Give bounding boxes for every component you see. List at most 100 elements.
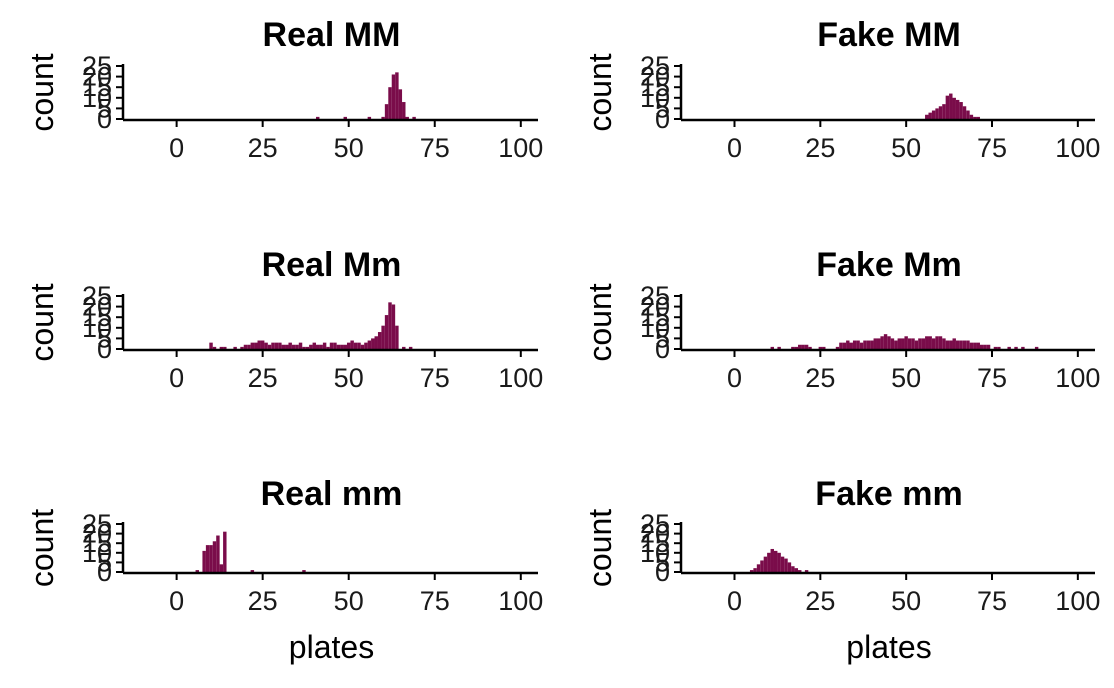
histogram-bar <box>333 342 337 349</box>
histogram-bar <box>801 344 805 349</box>
histogram-bar <box>756 564 761 572</box>
histogram-bar <box>835 346 840 349</box>
histogram-bar <box>928 336 932 349</box>
histogram-bar <box>364 342 368 349</box>
y-tick-label: 10 <box>82 538 112 568</box>
histogram-bar <box>202 550 206 572</box>
histogram-bar <box>876 338 881 349</box>
histogram-bar <box>818 346 823 349</box>
histogram-bar <box>336 344 341 349</box>
histogram-bar <box>969 114 974 119</box>
histogram-bar <box>804 344 809 349</box>
histogram-bar <box>935 108 939 119</box>
histogram-bar <box>993 346 998 349</box>
histogram-bar <box>767 552 771 572</box>
y-axis-label: count <box>24 283 60 361</box>
histogram-bar <box>962 106 967 119</box>
histogram-bar <box>412 116 416 119</box>
x-tick-label: 100 <box>1055 133 1100 163</box>
y-tick-label: 0 <box>97 334 112 364</box>
histogram-bar <box>312 342 317 349</box>
panel-title: Fake mm <box>815 475 962 513</box>
histogram-bar <box>377 332 382 349</box>
y-tick-label: 20 <box>82 519 112 549</box>
x-tick-label: 75 <box>420 363 450 393</box>
histogram-bar <box>326 346 330 349</box>
histogram-bar <box>870 340 874 349</box>
histogram-bar <box>925 336 929 349</box>
histogram-bar <box>949 340 953 349</box>
y-tick-label: 25 <box>640 51 670 81</box>
histogram-bar <box>935 336 939 349</box>
histogram-bar <box>798 344 802 349</box>
x-tick-label: 0 <box>727 133 742 163</box>
histogram-bar <box>925 114 929 119</box>
x-tick-label: 50 <box>891 133 921 163</box>
histogram-bar <box>938 336 943 349</box>
histogram-bar <box>976 116 980 119</box>
histogram-bar <box>907 338 912 349</box>
histogram-bar <box>901 338 905 349</box>
y-tick-label: 10 <box>640 313 670 343</box>
histogram-bar <box>384 315 389 349</box>
histogram-bar <box>931 110 936 119</box>
histogram-bar <box>243 344 248 349</box>
histogram-bar <box>986 344 991 349</box>
x-tick-label: 0 <box>727 586 742 616</box>
histogram-bar <box>395 325 399 349</box>
panel-title: Fake MM <box>817 16 961 54</box>
x-tick-label: 100 <box>498 133 543 163</box>
histogram-bar <box>969 342 974 349</box>
histogram-bar <box>928 112 932 119</box>
histogram-bar <box>305 346 310 349</box>
histogram-bar <box>381 325 385 349</box>
histogram-bar <box>319 344 323 349</box>
histogram-bar <box>959 340 963 349</box>
histogram-bar <box>962 340 967 349</box>
histogram-bar <box>852 340 857 349</box>
histogram-bar <box>388 87 392 119</box>
x-tick-label: 50 <box>334 586 364 616</box>
y-tick-label: 5 <box>655 93 670 123</box>
histogram-bar <box>219 564 224 572</box>
histogram-bar <box>281 344 286 349</box>
histogram-bar <box>260 340 265 349</box>
histogram-bar <box>1014 346 1018 349</box>
histogram-bar <box>976 342 980 349</box>
histogram-bar <box>285 344 289 349</box>
histogram-bar <box>873 338 877 349</box>
histogram-bar <box>309 344 313 349</box>
histogram-bar <box>1034 346 1039 349</box>
histogram-bar <box>770 346 774 349</box>
y-tick-label: 20 <box>82 62 112 92</box>
y-tick-label: 0 <box>655 334 670 364</box>
histogram-bar <box>219 346 224 349</box>
histogram-bar <box>942 104 946 119</box>
histogram-bar <box>405 116 409 119</box>
histogram-bar <box>343 116 347 119</box>
y-tick-label: 20 <box>640 62 670 92</box>
y-tick-label: 5 <box>97 323 112 353</box>
histogram-bar <box>278 342 282 349</box>
histogram-bar <box>398 89 403 119</box>
y-tick-label: 25 <box>82 51 112 81</box>
histogram-bar <box>897 338 902 349</box>
histogram-bar <box>384 104 389 119</box>
histogram-bar <box>295 344 299 349</box>
histogram-bar <box>212 346 217 349</box>
y-axis-label: count <box>24 53 60 131</box>
histogram-bar <box>247 344 251 349</box>
histogram-bar <box>784 558 788 572</box>
histogram-bar <box>250 342 255 349</box>
histogram-bar <box>329 342 334 349</box>
y-tick-label: 0 <box>655 557 670 587</box>
histogram-bar <box>780 556 785 572</box>
histogram-bar <box>798 570 802 572</box>
histogram-bar <box>357 342 361 349</box>
panel-title: Real mm <box>261 475 403 513</box>
histogram-bar <box>794 568 799 572</box>
histogram-bar <box>904 336 908 349</box>
y-tick-label: 5 <box>655 547 670 577</box>
